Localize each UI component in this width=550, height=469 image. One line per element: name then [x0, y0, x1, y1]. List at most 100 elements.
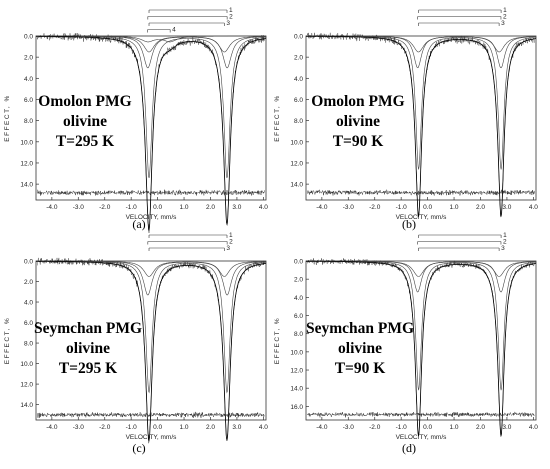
panel-caption: (c) — [132, 441, 145, 455]
x-tick-label: -1.0 — [396, 424, 408, 431]
x-tick-label: -1.0 — [126, 204, 138, 211]
x-tick-label: -3.0 — [343, 204, 355, 211]
component-2-label: 2 — [503, 14, 507, 21]
y-tick-label: 6.0 — [24, 97, 33, 104]
sample-label-line: olivine — [336, 113, 380, 130]
y-tick-label: 12.0 — [290, 368, 303, 375]
x-axis-label: VELOCITY, mm/s — [396, 214, 448, 221]
y-tick-label: 6.0 — [294, 313, 303, 320]
y-tick-label: 14.0 — [290, 182, 303, 189]
x-tick-label: 1.0 — [450, 204, 459, 211]
sample-label-line: T=295 K — [56, 133, 114, 150]
component-4-curve — [36, 35, 266, 43]
component-3-curve — [306, 35, 537, 53]
x-tick-label: 2.0 — [206, 204, 215, 211]
component-2-label: 2 — [503, 239, 507, 246]
x-tick-label: -4.0 — [46, 424, 58, 431]
x-tick-label: 0.0 — [153, 424, 162, 431]
plot-frame — [305, 35, 537, 201]
spectrum-panel-2: 0.02.04.06.08.010.012.014.0-4.0 -3.0 -2.0-… — [274, 7, 538, 231]
component-2-curve — [306, 260, 536, 293]
x-tick-label: 1.0 — [180, 204, 189, 211]
x-tick-label: -1.0 — [126, 424, 138, 431]
plot-frame — [305, 260, 537, 421]
y-tick-label: 12.0 — [290, 160, 303, 167]
panel-caption: (b) — [402, 217, 416, 231]
residual-trace — [307, 188, 535, 197]
x-tick-label: 0.0 — [423, 424, 432, 431]
component-4-label: 4 — [172, 27, 176, 34]
x-axis-label: VELOCITY, mm/s — [126, 214, 178, 221]
component-1-bar: 1 — [148, 232, 233, 239]
x-tick-label: 4.0 — [529, 424, 538, 431]
x-tick-label: -1.0 — [396, 204, 408, 211]
x-tick-label: 4.0 — [259, 424, 268, 431]
component-2-bar: 2 — [147, 239, 233, 246]
component-3-curve — [306, 260, 536, 277]
x-tick-label: 2.0 — [206, 424, 215, 431]
panel-caption: (d) — [402, 441, 416, 455]
sample-label-line: T=90 K — [333, 133, 384, 150]
y-axis-label: EFFECT, % — [4, 94, 11, 141]
spectrum-panel-3: 0.02.04.06.08.010.012.014.0-4.0 -3.0 -2.0-… — [4, 232, 268, 455]
x-tick-label: 4.0 — [259, 204, 268, 211]
panel-caption: (a) — [132, 217, 145, 231]
x-tick-label: -3.0 — [343, 424, 355, 431]
y-tick-label: 10.0 — [20, 139, 33, 146]
component-3-bar: 3 — [148, 245, 230, 252]
residual-trace — [37, 411, 265, 418]
component-3-curve — [36, 35, 267, 53]
y-tick-label: 2.0 — [24, 279, 33, 286]
component-3-label: 3 — [226, 20, 230, 27]
y-tick-label: 6.0 — [24, 320, 33, 327]
sample-label-line: olivine — [338, 340, 382, 357]
y-tick-label: 2.0 — [24, 55, 33, 62]
component-2-bar: 2 — [147, 14, 233, 21]
sample-label-line: Omolon PMG — [38, 93, 131, 110]
y-tick-label: 4.0 — [24, 300, 33, 307]
y-tick-label: 2.0 — [294, 277, 303, 284]
total-fit-curve — [306, 35, 536, 218]
y-tick-label: 0.0 — [294, 34, 303, 41]
x-tick-label: 0.0 — [153, 204, 162, 211]
sample-label-line: Seymchan PMG — [306, 320, 414, 337]
x-tick-label: 0.0 — [423, 204, 432, 211]
component-1-bar: 1 — [418, 232, 507, 239]
x-tick-label: 3.0 — [502, 204, 511, 211]
component-1-label: 1 — [229, 7, 233, 14]
x-tick-label: 3.0 — [232, 204, 241, 211]
component-3-bar: 3 — [418, 20, 505, 27]
component-3-curve — [36, 260, 266, 277]
x-tick-label: -3.0 — [73, 424, 85, 431]
y-tick-label: 6.0 — [294, 97, 303, 104]
y-tick-label: 0.0 — [24, 34, 33, 41]
x-axis-label: VELOCITY, mm/s — [396, 434, 448, 441]
component-3-label: 3 — [501, 245, 505, 252]
component-3-label: 3 — [226, 245, 230, 252]
spectrum-panel-4: 0.02.04.06.08.010.012.014.016.0-4.0 -3.0-… — [274, 232, 538, 455]
component-2-curve — [36, 35, 267, 69]
component-3-bar: 3 — [418, 245, 505, 252]
total-fit-curve — [36, 260, 266, 442]
x-tick-label: -2.0 — [369, 204, 381, 211]
residual-trace — [37, 189, 265, 196]
x-tick-label: 2.0 — [476, 204, 485, 211]
sample-label-line: Omolon PMG — [311, 93, 404, 110]
x-tick-label: 2.0 — [476, 424, 485, 431]
spectrum-panel-1: 0.02.04.06.08.010.012.014.0-4.0 -3.0 -2.0-… — [4, 7, 268, 234]
component-1-bar: 1 — [418, 7, 507, 14]
component-3-bar: 3 — [148, 20, 230, 27]
component-2-label: 2 — [229, 14, 233, 21]
y-axis-label: EFFECT, % — [274, 317, 281, 364]
component-2-bar: 2 — [417, 239, 507, 246]
y-tick-label: 8.0 — [294, 118, 303, 125]
y-tick-label: 8.0 — [24, 341, 33, 348]
sample-label-line: olivine — [66, 340, 110, 357]
y-tick-label: 16.0 — [290, 404, 303, 411]
y-tick-label: 8.0 — [294, 331, 303, 338]
y-tick-label: 14.0 — [290, 386, 303, 393]
component-1-bar: 1 — [148, 7, 233, 14]
component-3-label: 3 — [501, 20, 505, 27]
